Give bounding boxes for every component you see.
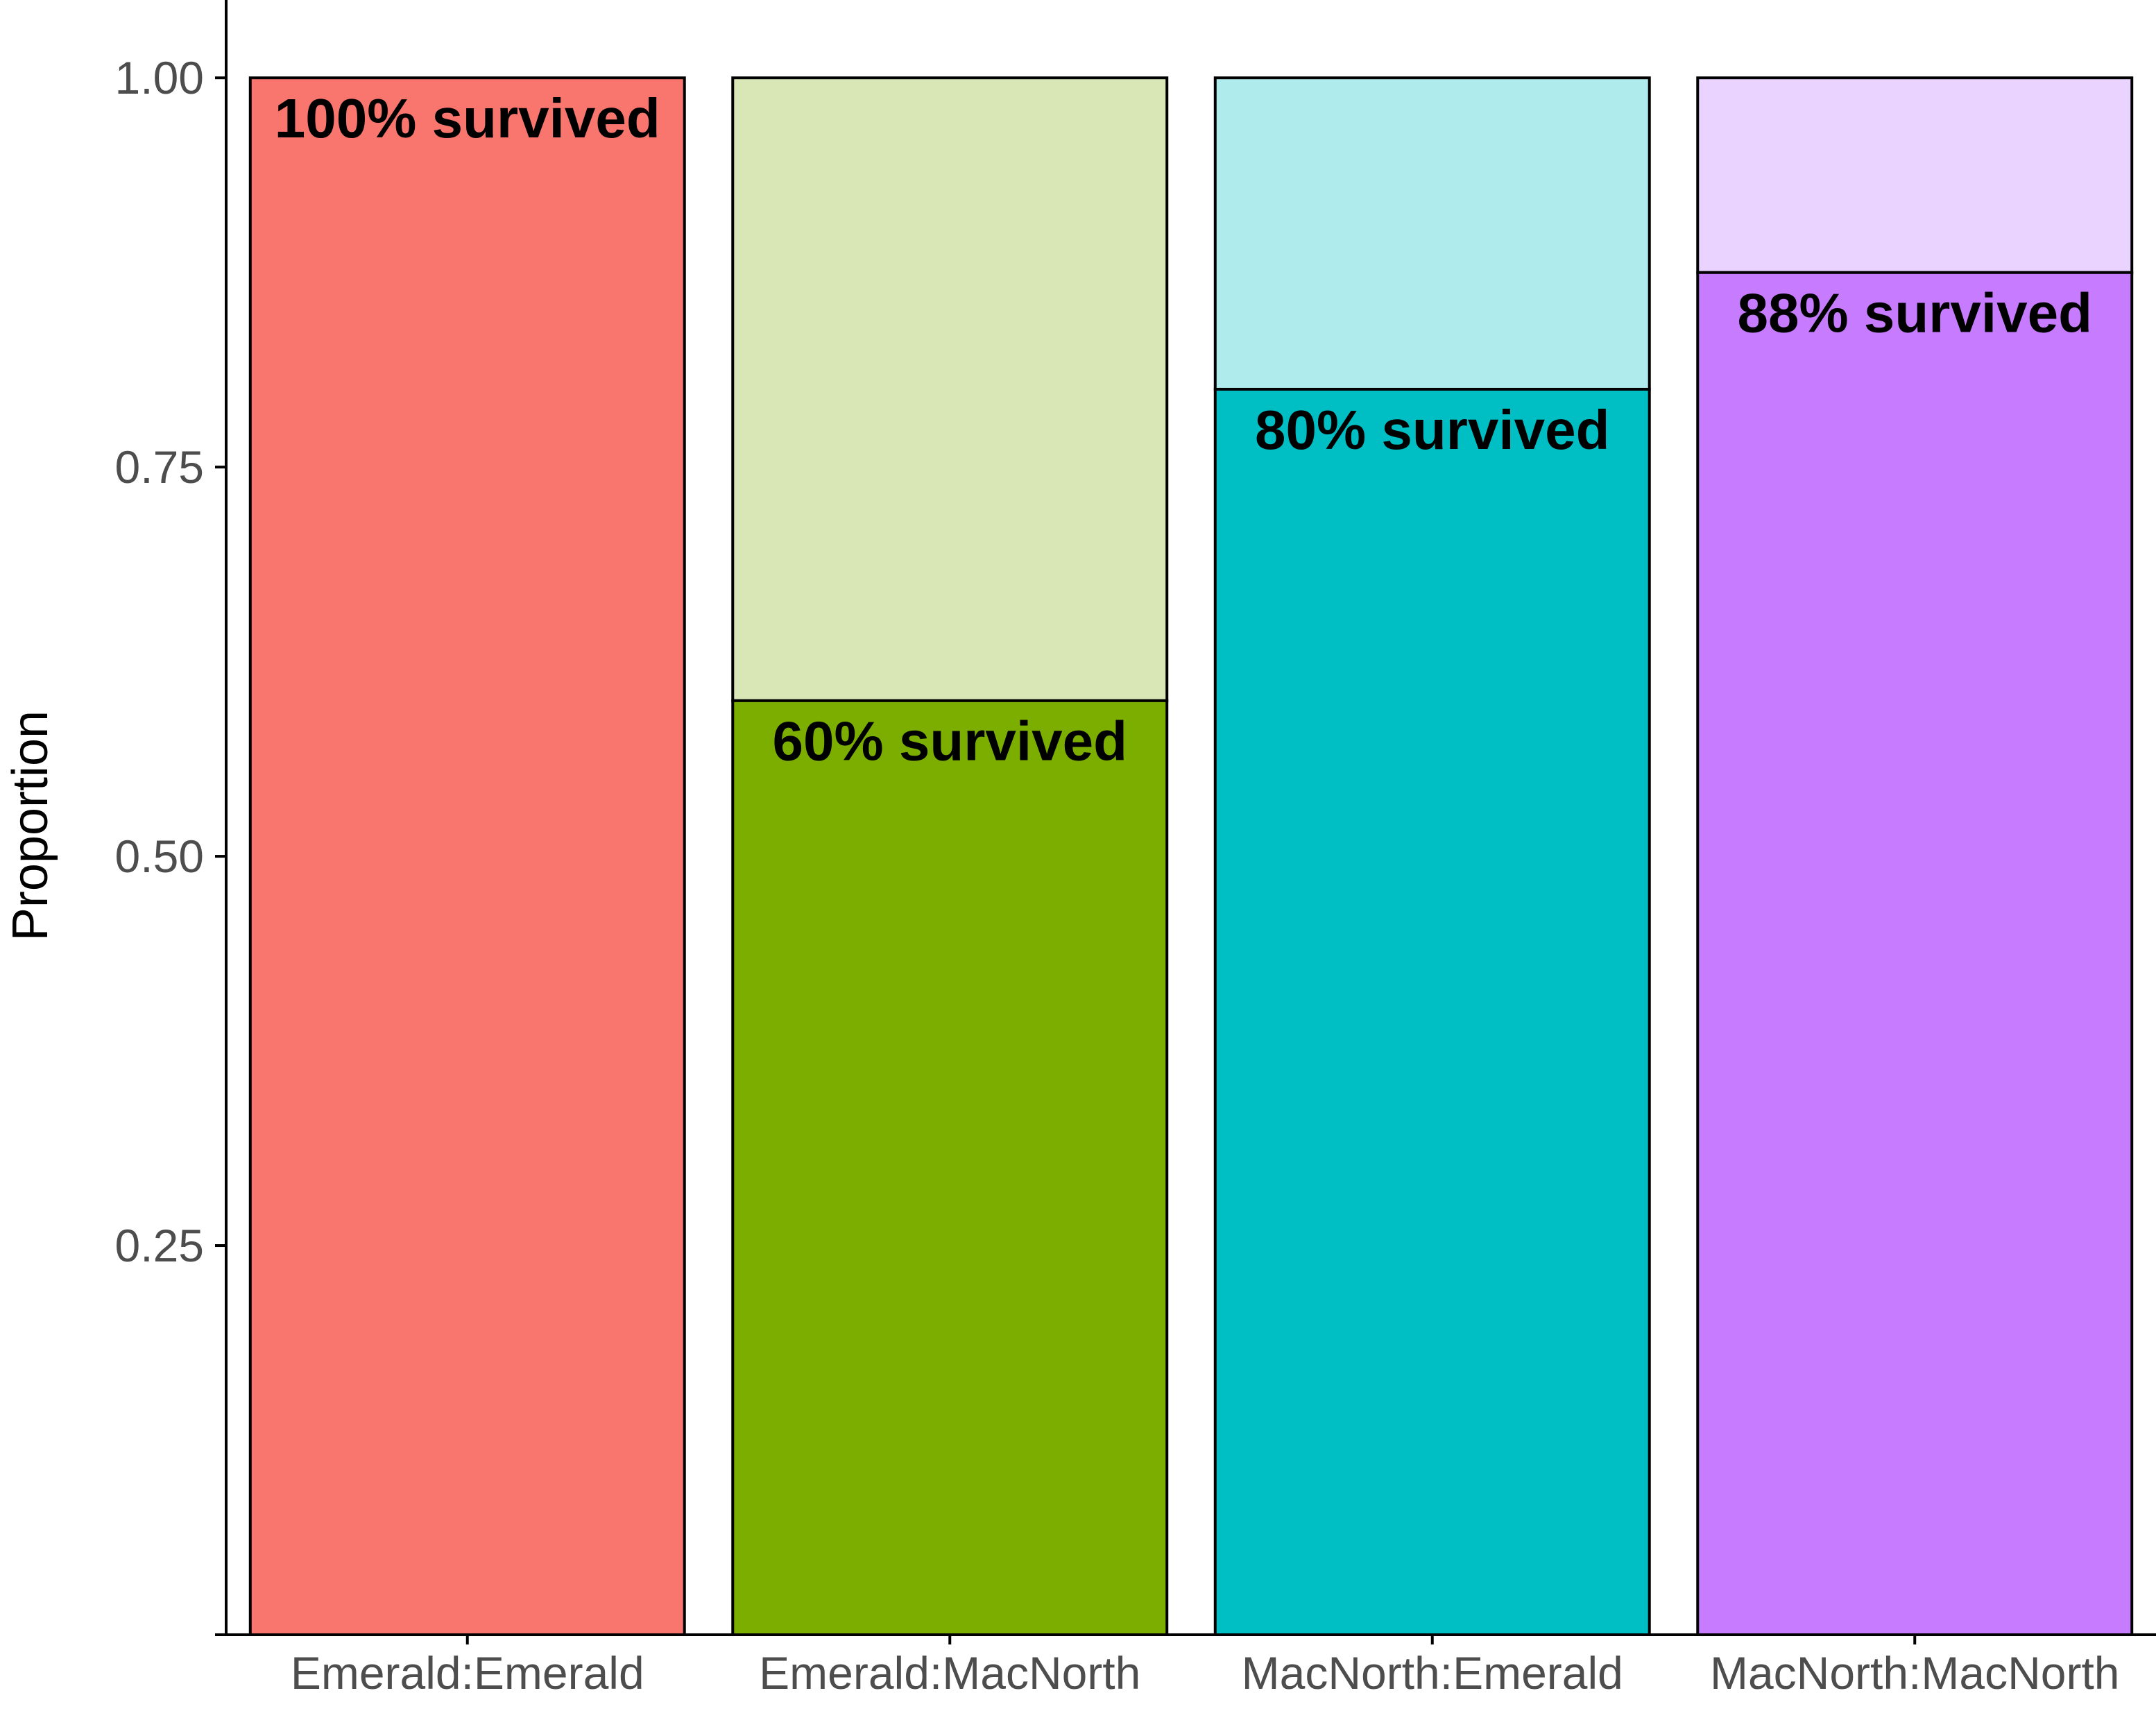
axes-group: Emerald:Emerald Emerald:MacNorth MacNorth:…	[115, 0, 2156, 1699]
bar-segment	[1213, 76, 1651, 391]
bar-annotation: 80% survived	[1255, 399, 1609, 461]
x-tick-label: Emerald:MacNorth	[759, 1647, 1140, 1699]
bar-segment	[1696, 271, 2134, 1637]
bar-annotation: 100% survived	[275, 87, 660, 149]
x-tick-label: Emerald:Emerald	[291, 1647, 644, 1699]
x-tick-label: MacNorth:Emerald	[1242, 1647, 1623, 1699]
bar-segment	[1213, 387, 1651, 1636]
bar-segment	[731, 76, 1169, 702]
bar-segment	[731, 699, 1169, 1637]
bar-annotation: 60% survived	[773, 711, 1127, 772]
y-tick-label: 0.50	[115, 831, 204, 882]
y-tick-label: 0.75	[115, 441, 204, 493]
y-axis-label: Proportion	[3, 711, 58, 941]
bar-segment	[1696, 76, 2134, 274]
bars-group	[248, 76, 2134, 1637]
y-tick-label: 1.00	[115, 52, 204, 103]
bar-annotation: 88% survived	[1738, 282, 2092, 344]
y-tick-label: 0.25	[115, 1220, 204, 1271]
bar-segment	[248, 76, 686, 1637]
x-tick-label: MacNorth:MacNorth	[1710, 1647, 2120, 1699]
bar-labels-group: 100% survived 60% survived 80% survived 88%…	[275, 87, 2092, 772]
